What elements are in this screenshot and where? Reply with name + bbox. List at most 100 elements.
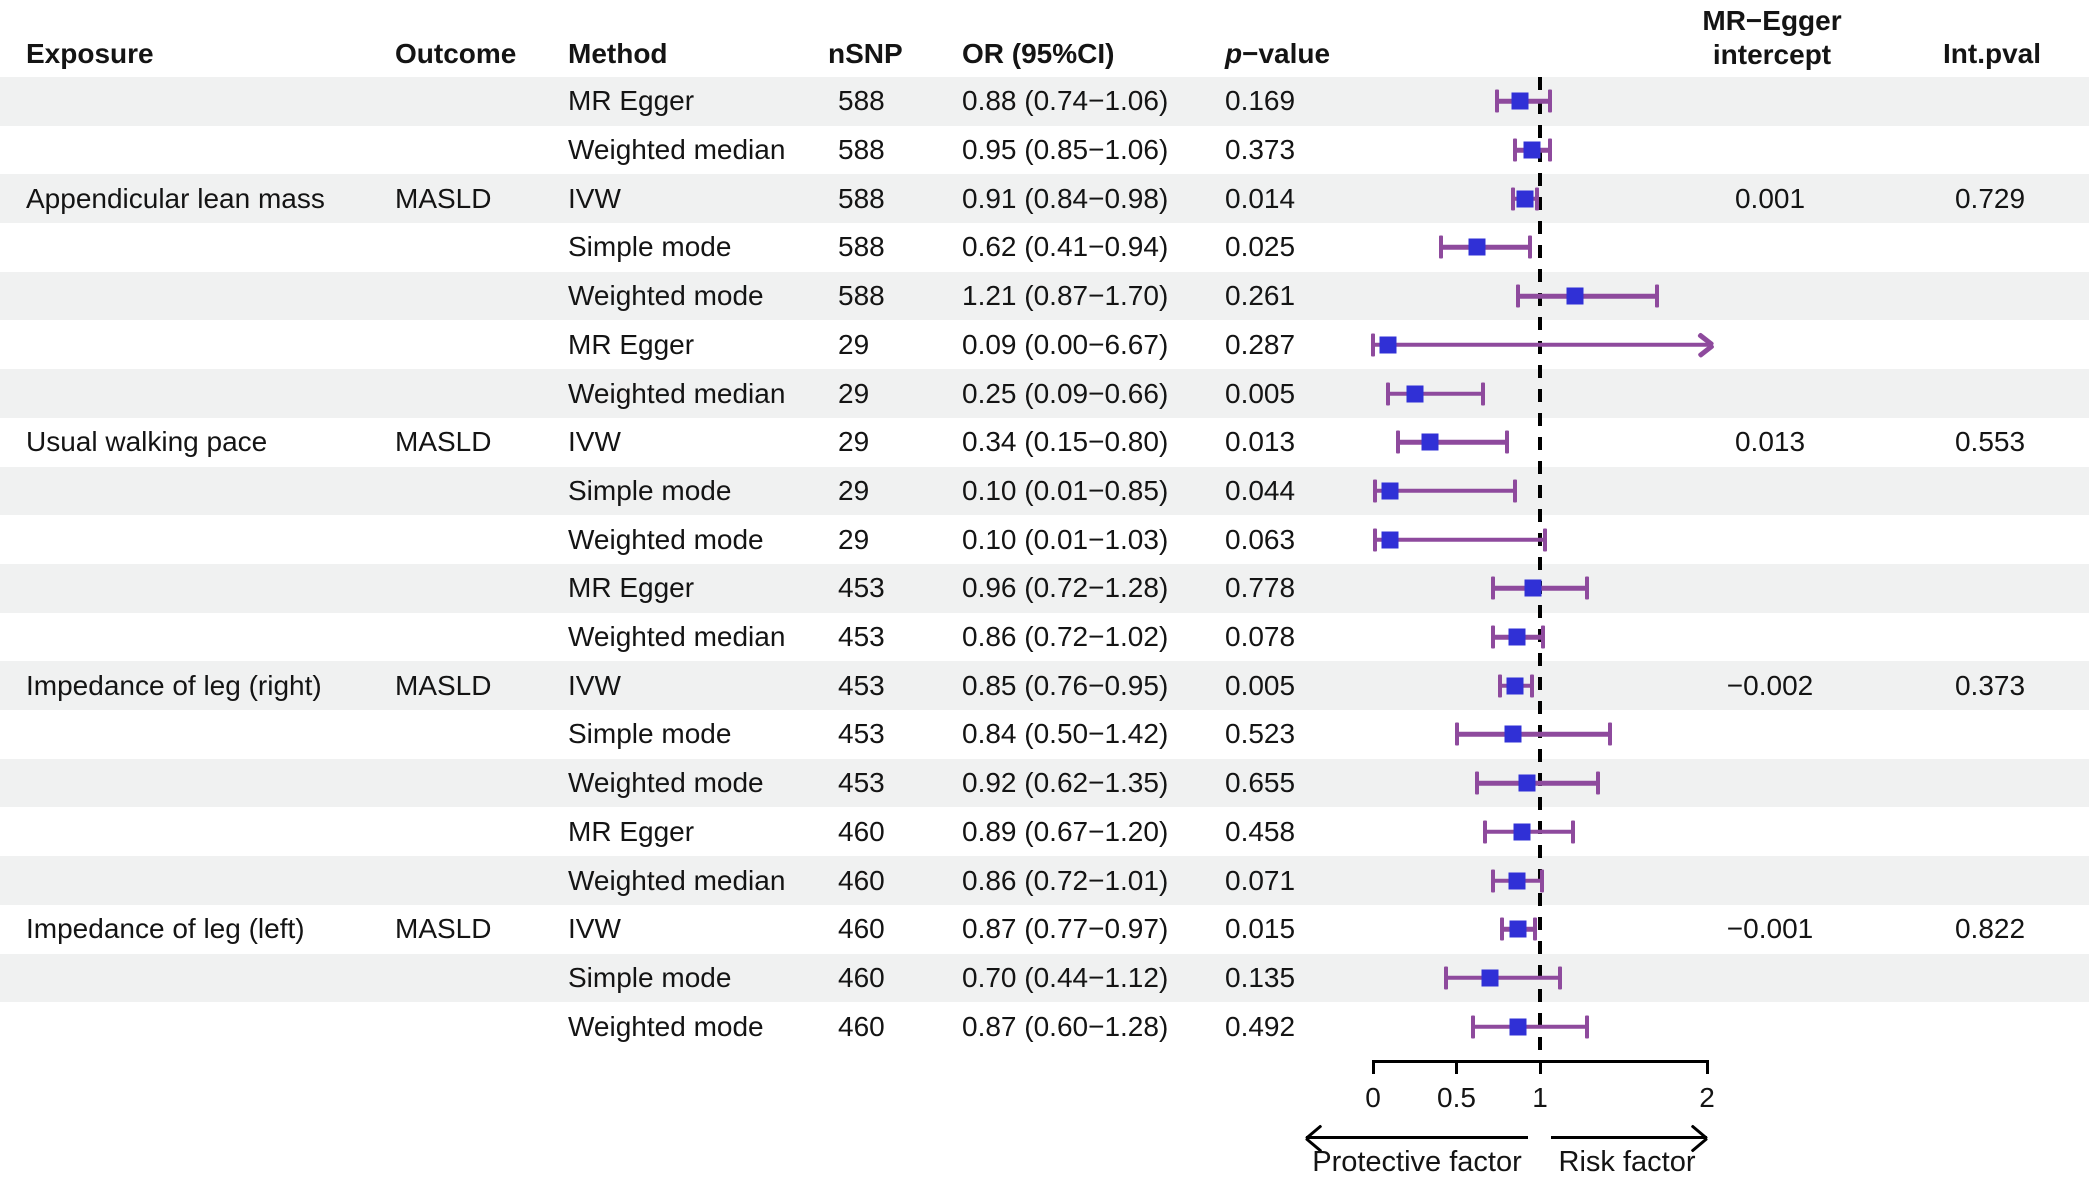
ci-cap-left — [1439, 235, 1444, 259]
or-point-marker — [1381, 482, 1399, 500]
table-row: MR Egger 453 0.96 (0.72−1.28) 0.778 — [0, 564, 2089, 613]
cell-outcome: MASLD — [395, 913, 492, 945]
or-point-marker — [1468, 238, 1486, 256]
cell-method: Simple mode — [568, 718, 732, 750]
cell-outcome: MASLD — [395, 182, 492, 214]
cell-method: IVW — [568, 913, 621, 945]
cell-nsnp: 453 — [838, 621, 885, 653]
table-row: Simple mode 453 0.84 (0.50−1.42) 0.523 — [0, 710, 2089, 759]
ci-cap-right — [1596, 771, 1601, 795]
ci-cap-right — [1548, 89, 1553, 113]
ci-line — [1388, 391, 1484, 396]
protective-factor-label: Protective factor — [1312, 1146, 1522, 1178]
ci-cap-right — [1571, 820, 1576, 844]
ci-cap-right — [1548, 138, 1553, 162]
cell-pvalue: 0.523 — [1225, 718, 1296, 750]
x-axis-tick — [1455, 1060, 1458, 1074]
table-row: Weighted mode 460 0.87 (0.60−1.28) 0.492 — [0, 1002, 2089, 1051]
cell-int-pval: 0.822 — [1954, 913, 2026, 945]
ci-cap-left — [1497, 674, 1502, 698]
cell-method: Weighted mode — [568, 523, 764, 555]
cell-method: Weighted median — [568, 134, 786, 166]
cell-pvalue: 0.015 — [1225, 913, 1296, 945]
ci-cap-right — [1534, 187, 1539, 211]
x-axis-tick-label: 0 — [1365, 1082, 1381, 1113]
col-header-intpval: Int.pval — [1942, 38, 2042, 69]
cell-exposure: Appendicular lean mass — [26, 182, 325, 214]
cell-nsnp: 453 — [838, 767, 885, 799]
cell-egger-intercept: 0.013 — [1734, 426, 1806, 458]
col-header-nsnp: nSNP — [828, 38, 903, 69]
ci-cap-left — [1491, 869, 1496, 893]
cell-pvalue: 0.014 — [1225, 182, 1296, 214]
cell-pvalue: 0.261 — [1225, 280, 1296, 312]
or-point-marker — [1513, 823, 1531, 841]
table-row: Impedance of leg (left) MASLD −0.001 0.822 I… — [0, 905, 2089, 954]
ci-cap-left — [1371, 333, 1375, 357]
or-point-marker — [1421, 433, 1439, 451]
or-point-marker — [1518, 774, 1536, 792]
cell-method: Weighted mode — [568, 1010, 764, 1042]
cell-pvalue: 0.135 — [1225, 961, 1296, 993]
cell-or-ci: 0.96 (0.72−1.28) — [962, 572, 1169, 604]
ci-line — [1473, 1024, 1587, 1029]
cell-pvalue: 0.025 — [1225, 231, 1296, 263]
ci-cap-left — [1491, 625, 1496, 649]
cell-method: Simple mode — [568, 474, 732, 506]
cell-pvalue: 0.063 — [1225, 523, 1296, 555]
or-point-marker — [1566, 287, 1584, 305]
cell-or-ci: 0.88 (0.74−1.06) — [962, 85, 1169, 117]
table-row: Weighted mode 453 0.92 (0.62−1.35) 0.655 — [0, 758, 2089, 808]
ci-line — [1441, 245, 1530, 250]
cell-pvalue: 0.078 — [1225, 621, 1296, 653]
cell-nsnp: 453 — [838, 572, 885, 604]
ci-cap-right — [1527, 235, 1532, 259]
table-row: Weighted median 588 0.95 (0.85−1.06) 0.373 — [0, 126, 2089, 175]
ci-cap-right — [1541, 625, 1546, 649]
cell-or-ci: 0.34 (0.15−0.80) — [962, 426, 1169, 458]
cell-nsnp: 29 — [838, 328, 870, 360]
ci-cap-right — [1529, 674, 1534, 698]
ci-line — [1456, 732, 1611, 737]
table-row: Weighted median 29 0.25 (0.09−0.66) 0.005 — [0, 369, 2089, 418]
col-header-egger-intercept: MR−Egger intercept — [1702, 4, 1841, 72]
cell-nsnp: 29 — [838, 523, 870, 555]
table-row: Simple mode 588 0.62 (0.41−0.94) 0.025 — [0, 223, 2089, 272]
col-header-pvalue: p −value — [1225, 26, 1330, 70]
cell-method: Simple mode — [568, 231, 732, 263]
cell-or-ci: 0.86 (0.72−1.01) — [962, 864, 1169, 896]
cell-or-ci: 0.10 (0.01−0.85) — [962, 474, 1169, 506]
risk-factor-label: Risk factor — [1558, 1146, 1696, 1178]
table-row: Simple mode 460 0.70 (0.44−1.12) 0.135 — [0, 953, 2089, 1003]
table-row: Weighted mode 588 1.21 (0.87−1.70) 0.261 — [0, 271, 2089, 321]
cell-pvalue: 0.778 — [1225, 572, 1296, 604]
cell-or-ci: 0.87 (0.60−1.28) — [962, 1010, 1169, 1042]
cell-exposure: Usual walking pace — [26, 426, 268, 458]
table-row: Appendicular lean mass MASLD 0.001 0.729 IVW… — [0, 174, 2089, 224]
cell-method: MR Egger — [568, 85, 695, 117]
cell-nsnp: 588 — [838, 231, 885, 263]
cell-egger-intercept: 0.001 — [1734, 182, 1806, 214]
cell-exposure: Impedance of leg (right) — [26, 669, 322, 701]
cell-nsnp: 460 — [838, 1010, 885, 1042]
or-point-marker — [1509, 920, 1527, 938]
ci-cap-left — [1482, 820, 1487, 844]
or-point-marker — [1504, 725, 1522, 743]
cell-or-ci: 0.86 (0.72−1.02) — [962, 621, 1169, 653]
cell-or-ci: 0.84 (0.50−1.42) — [962, 718, 1169, 750]
ci-cap-left — [1454, 722, 1459, 746]
cell-pvalue: 0.287 — [1225, 328, 1296, 360]
ci-line — [1518, 293, 1657, 299]
cell-pvalue: 0.013 — [1225, 426, 1296, 458]
cell-nsnp: 588 — [838, 280, 885, 312]
cell-pvalue: 0.169 — [1225, 85, 1296, 117]
cell-method: MR Egger — [568, 328, 695, 360]
col-header-method: Method — [568, 38, 668, 69]
pvalue-p-italic: p — [1225, 38, 1243, 69]
cell-nsnp: 460 — [838, 864, 885, 896]
ci-cap-left — [1474, 771, 1479, 795]
cell-or-ci: 0.25 (0.09−0.66) — [962, 377, 1169, 409]
cell-pvalue: 0.071 — [1225, 864, 1296, 896]
cell-outcome: MASLD — [395, 426, 492, 458]
or-point-marker — [1506, 677, 1524, 695]
